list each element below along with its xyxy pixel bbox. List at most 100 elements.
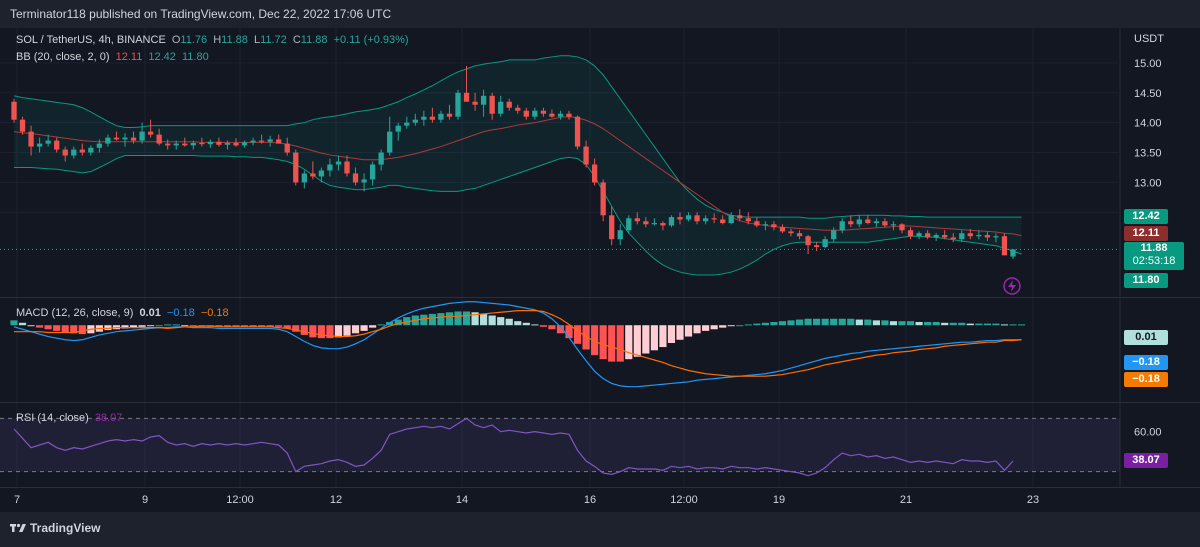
macd-histogram-bar	[667, 325, 676, 344]
candle-body	[241, 142, 248, 146]
candle-body	[984, 235, 991, 238]
candle-body	[591, 164, 598, 183]
macd-histogram-bar	[36, 325, 44, 328]
macd-histogram-bar	[864, 319, 872, 326]
macd-histogram-bar	[958, 322, 966, 326]
candle-body	[728, 215, 734, 224]
macd-legend: MACD (12, 26, close, 9) 0.01 −0.18 −0.18	[16, 307, 232, 319]
macd-histogram-bar	[522, 322, 530, 326]
lightning-icon[interactable]	[1003, 277, 1021, 295]
macd-histogram-bar	[394, 319, 402, 326]
candle-body	[369, 164, 376, 180]
macd-histogram-bar	[992, 323, 1000, 326]
candle-body	[796, 233, 803, 237]
candle-body	[130, 137, 137, 141]
macd-histogram-bar	[531, 324, 539, 326]
macd-histogram-bar	[258, 325, 266, 327]
open-value: 11.76	[180, 34, 208, 46]
macd-signal-value: −0.18	[200, 307, 229, 319]
candle-body	[11, 101, 17, 120]
macd-histogram-bar	[702, 325, 710, 331]
macd-histogram-bar	[18, 322, 27, 326]
macd-histogram-bar	[147, 325, 155, 327]
macd-histogram-bar	[642, 325, 650, 354]
macd-label[interactable]: MACD (12, 26, close, 9)	[16, 307, 134, 319]
candle-body	[438, 113, 444, 120]
tradingview-brand-label: TradingView	[30, 521, 101, 535]
bb-legend: BB (20, close, 2, 0) 12.11 12.42 11.80	[16, 51, 212, 63]
candle-body	[335, 161, 342, 165]
macd-histogram-bar	[881, 320, 889, 326]
candle-body	[267, 139, 273, 142]
macd-histogram-bar	[283, 325, 291, 329]
candle-body	[412, 119, 418, 123]
candle-body	[489, 95, 495, 114]
rsi-label[interactable]: RSI (14, close)	[16, 412, 89, 424]
bb-label[interactable]: BB (20, close, 2, 0)	[16, 51, 110, 63]
high-label: H	[213, 34, 222, 46]
time-tick-label: 16	[584, 494, 596, 506]
candle-body	[139, 131, 145, 141]
candle-body	[779, 227, 786, 232]
lightning-icon-bolt	[1008, 280, 1016, 292]
macd-histogram-bar	[787, 320, 795, 326]
candle-body	[924, 233, 931, 238]
macd-histogram-bar	[633, 325, 641, 357]
macd-histogram-bar	[266, 325, 274, 327]
candle-body	[600, 182, 606, 216]
candle-body	[71, 149, 77, 156]
price-tick-label: 13.50	[1134, 148, 1162, 160]
macd-histogram-bar	[872, 320, 880, 326]
candle-body	[574, 116, 581, 147]
candle-body	[737, 215, 743, 219]
bb-lower-line	[14, 155, 1022, 276]
time-tick-label: 19	[773, 494, 785, 506]
tradingview-logo[interactable]: TradingView	[10, 521, 100, 535]
macd-histogram-bar	[240, 325, 249, 327]
macd-histogram-bar	[906, 321, 915, 326]
candle-body	[472, 101, 478, 105]
candle-body	[609, 215, 615, 240]
candle-body	[873, 221, 880, 224]
bb-basis-badge: 12.11	[1124, 226, 1168, 241]
candle-body	[720, 219, 726, 224]
macd-histogram-bar	[795, 319, 804, 326]
macd-histogram-bar	[454, 311, 462, 326]
candle-body	[378, 152, 384, 165]
candle-body	[19, 119, 26, 132]
macd-histogram-bar	[249, 325, 257, 327]
close-value: 11.88	[300, 34, 328, 46]
symbol-label[interactable]: SOL / TetherUS, 4h, BINANCE	[16, 34, 166, 46]
macd-histogram-bar	[821, 318, 829, 326]
candle-body	[617, 230, 623, 240]
time-tick-label: 7	[14, 494, 20, 506]
macd-histogram-bar	[10, 320, 18, 326]
macd-histogram-bar	[650, 325, 658, 351]
candle-body	[301, 173, 307, 183]
price-badge: 11.88 02:53:18	[1124, 242, 1184, 270]
candle-body	[557, 113, 564, 117]
candle-body	[882, 221, 888, 226]
macd-histogram-bar	[369, 325, 377, 328]
pane-bg-1	[0, 298, 1120, 402]
candle-body	[96, 143, 103, 148]
candle-body	[993, 236, 999, 238]
candle-body	[506, 101, 512, 108]
macd-histogram-bar	[684, 325, 693, 337]
rsi-badge: 38.07	[1124, 453, 1168, 468]
macd-histogram-bar	[778, 321, 787, 326]
candle-body	[959, 233, 965, 240]
macd-histogram-bar	[215, 325, 223, 327]
candle-body	[276, 139, 282, 144]
macd-hist-value: 0.01	[139, 307, 161, 319]
macd-histogram-bar	[70, 325, 78, 334]
macd-histogram-bar	[44, 325, 52, 330]
candle-body	[899, 224, 905, 231]
rsi-legend-value: 38.07	[94, 412, 123, 424]
macd-histogram-bar	[625, 325, 633, 360]
pane-bg-0	[0, 28, 1120, 297]
price-tick-label: 13.00	[1134, 177, 1162, 189]
time-tick-label: 12	[330, 494, 342, 506]
macd-histogram-bar	[736, 325, 744, 327]
